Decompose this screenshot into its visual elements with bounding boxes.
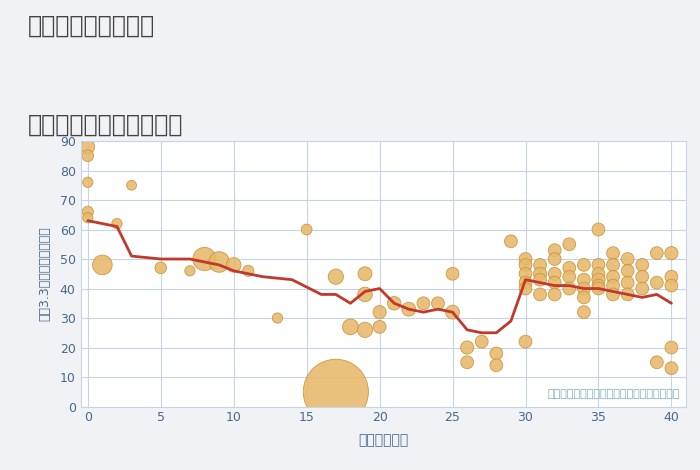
Point	[330, 273, 342, 281]
Point	[520, 270, 531, 277]
Point	[666, 364, 677, 372]
Point	[549, 270, 560, 277]
Point	[608, 282, 619, 290]
Point	[578, 276, 589, 283]
Point	[578, 308, 589, 316]
Point	[608, 261, 619, 269]
Point	[578, 294, 589, 301]
Point	[549, 246, 560, 254]
Point	[461, 344, 472, 351]
Point	[82, 152, 93, 159]
Point	[82, 214, 93, 221]
Point	[272, 314, 283, 322]
Point	[651, 250, 662, 257]
Text: 奈良県佐味田川駅の: 奈良県佐味田川駅の	[28, 14, 155, 38]
Point	[535, 261, 546, 269]
Point	[243, 267, 254, 274]
Point	[651, 279, 662, 286]
Point	[578, 285, 589, 292]
Point	[535, 290, 546, 298]
Point	[636, 273, 648, 281]
Point	[666, 250, 677, 257]
X-axis label: 築年数（年）: 築年数（年）	[358, 433, 408, 447]
Point	[111, 220, 122, 227]
Point	[476, 338, 487, 345]
Point	[593, 276, 604, 283]
Point	[374, 308, 385, 316]
Point	[535, 270, 546, 277]
Point	[389, 299, 400, 307]
Point	[535, 276, 546, 283]
Point	[593, 285, 604, 292]
Point	[345, 323, 356, 331]
Point	[564, 285, 575, 292]
Point	[666, 282, 677, 290]
Point	[520, 279, 531, 286]
Point	[359, 326, 370, 334]
Point	[549, 255, 560, 263]
Point	[184, 267, 195, 274]
Point	[505, 237, 517, 245]
Point	[593, 261, 604, 269]
Point	[622, 267, 634, 274]
Point	[97, 261, 108, 269]
Y-axis label: 坪（3.3㎡）単価（万円）: 坪（3.3㎡）単価（万円）	[38, 227, 51, 321]
Point	[520, 261, 531, 269]
Point	[82, 208, 93, 216]
Point	[608, 273, 619, 281]
Point	[491, 350, 502, 357]
Point	[359, 290, 370, 298]
Point	[593, 282, 604, 290]
Point	[126, 181, 137, 189]
Point	[403, 306, 414, 313]
Point	[359, 270, 370, 277]
Text: 築年数別中古戸建て価格: 築年数別中古戸建て価格	[28, 113, 183, 137]
Point	[418, 299, 429, 307]
Point	[636, 285, 648, 292]
Point	[666, 344, 677, 351]
Point	[461, 359, 472, 366]
Point	[549, 279, 560, 286]
Point	[564, 241, 575, 248]
Point	[593, 270, 604, 277]
Point	[622, 255, 634, 263]
Point	[622, 290, 634, 298]
Point	[82, 179, 93, 186]
Point	[593, 226, 604, 233]
Point	[228, 261, 239, 269]
Point	[622, 279, 634, 286]
Point	[433, 299, 444, 307]
Point	[214, 258, 225, 266]
Point	[578, 261, 589, 269]
Point	[608, 250, 619, 257]
Point	[636, 261, 648, 269]
Point	[155, 264, 167, 272]
Point	[608, 290, 619, 298]
Point	[651, 359, 662, 366]
Point	[549, 290, 560, 298]
Point	[199, 255, 210, 263]
Point	[447, 270, 458, 277]
Point	[520, 338, 531, 345]
Point	[330, 388, 342, 396]
Point	[564, 264, 575, 272]
Point	[520, 285, 531, 292]
Point	[520, 255, 531, 263]
Text: 円の大きさは、取引のあった物件面積を示す: 円の大きさは、取引のあった物件面積を示す	[547, 389, 680, 399]
Point	[564, 273, 575, 281]
Point	[374, 323, 385, 331]
Point	[491, 361, 502, 369]
Point	[447, 308, 458, 316]
Point	[82, 143, 93, 151]
Point	[301, 226, 312, 233]
Point	[666, 273, 677, 281]
